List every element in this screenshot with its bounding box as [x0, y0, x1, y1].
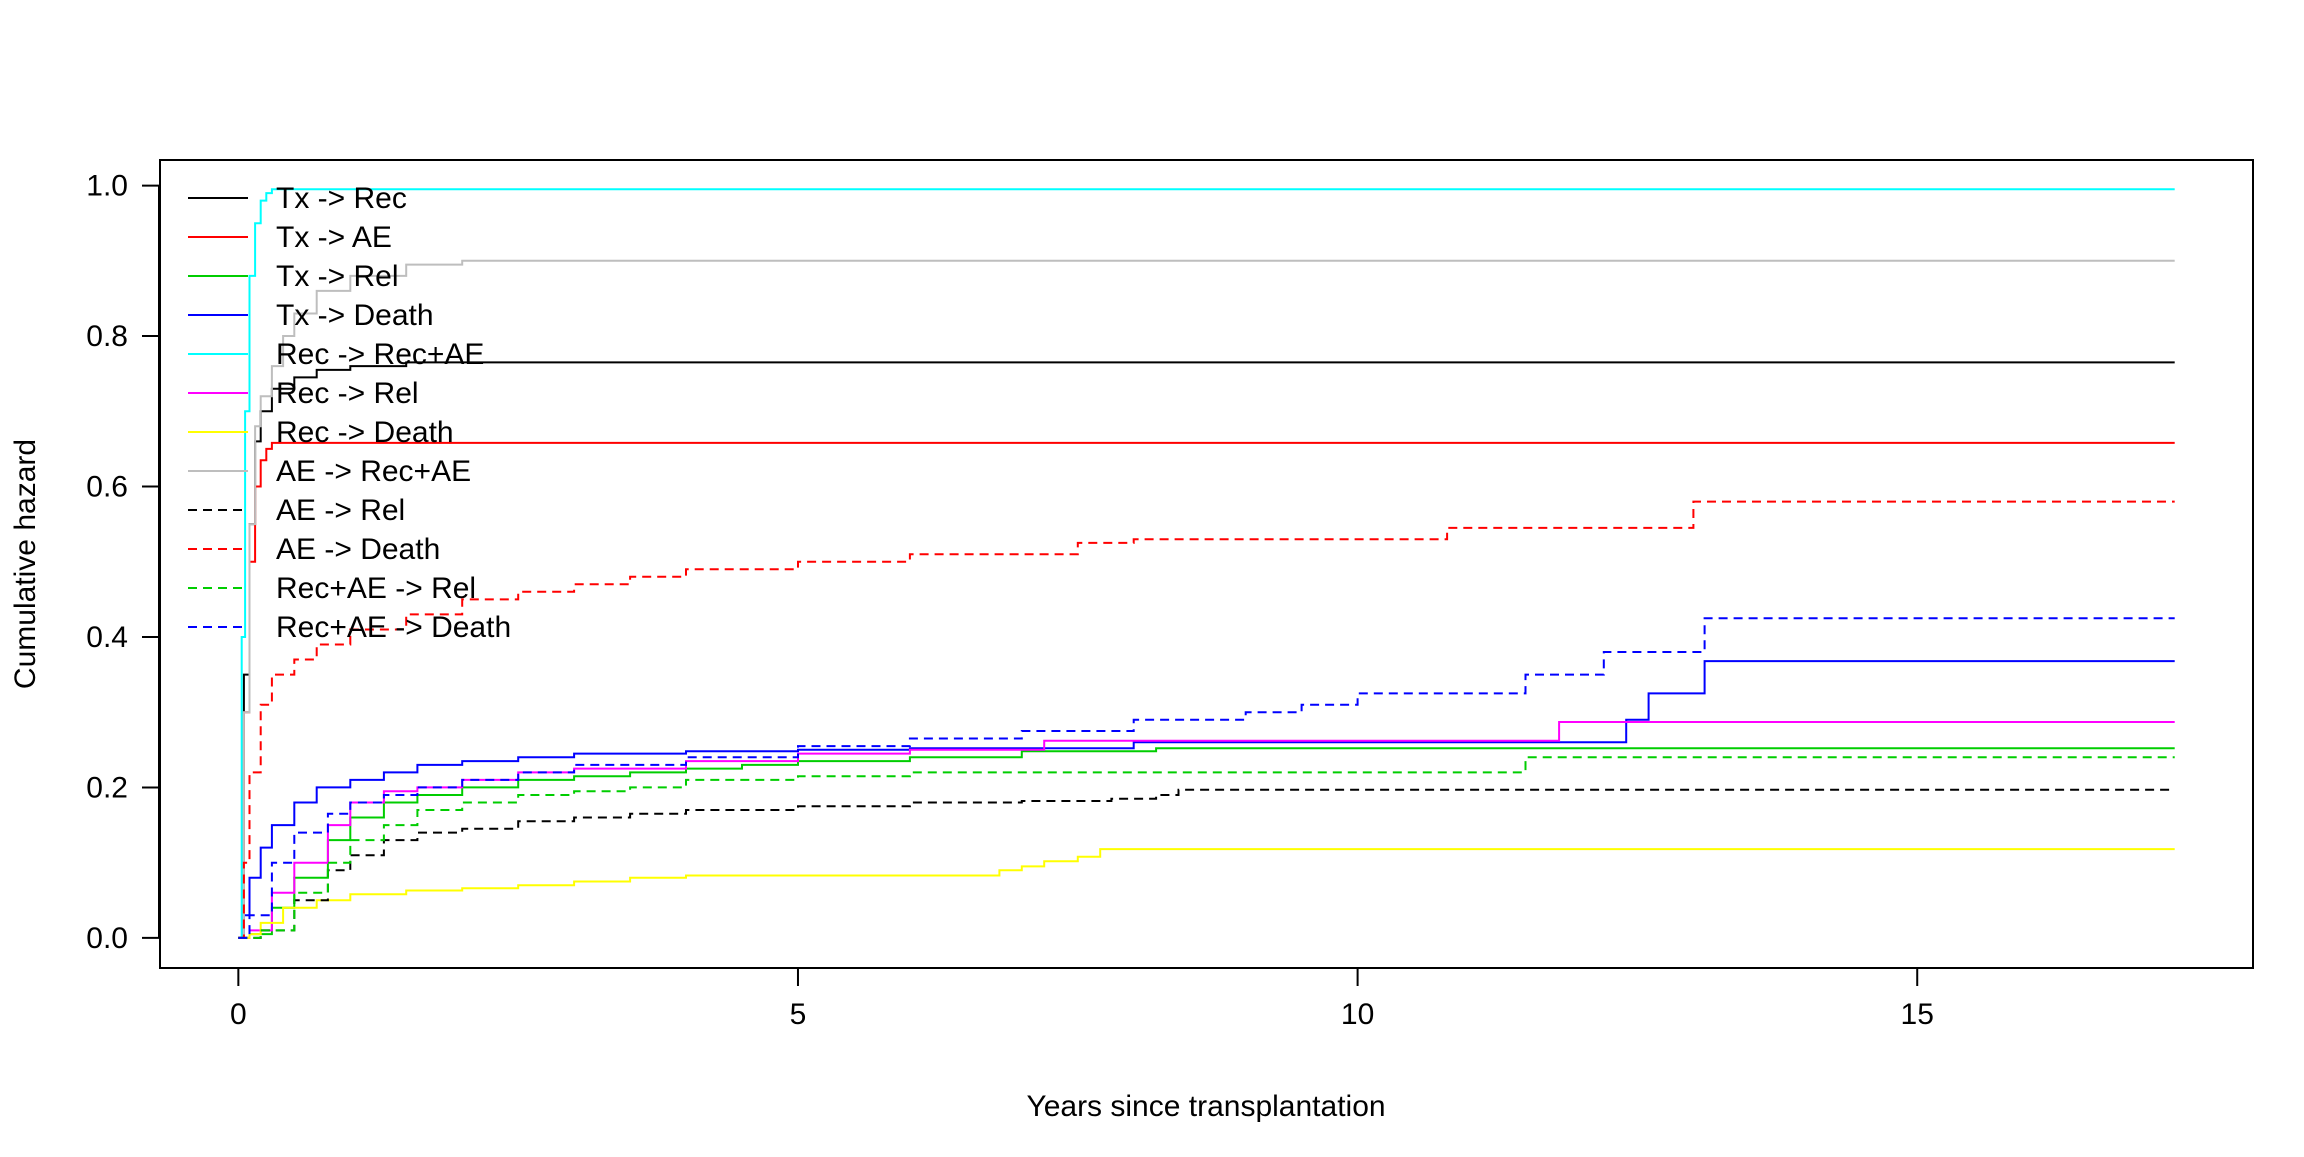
y-tick-label: 0.2	[86, 771, 128, 804]
series-layer	[238, 188, 2175, 939]
x-tick-label: 5	[790, 998, 807, 1031]
series-line-11	[238, 617, 2175, 939]
y-axis: 0.0 0.2 0.4 0.6 0.8 1.0	[86, 170, 160, 955]
legend-label: Rec+AE -> Rel	[276, 572, 476, 605]
series-line-5	[238, 721, 2175, 939]
legend-label: Tx -> Rel	[276, 260, 399, 293]
series-line-6	[238, 848, 2175, 939]
series-line-8	[238, 788, 2175, 939]
series-line-10	[238, 756, 2175, 939]
legend-label: AE -> Death	[276, 533, 440, 566]
series-line-3	[238, 660, 2175, 939]
series-line-1	[238, 441, 2175, 939]
series-line-2	[238, 747, 2175, 939]
series-line-0	[238, 361, 2175, 939]
legend-label: Rec -> Death	[276, 416, 454, 449]
y-tick-label: 1.0	[86, 170, 128, 203]
x-tick-label: 15	[1901, 998, 1934, 1031]
legend-label: Tx -> Death	[276, 299, 434, 332]
series-line-7	[238, 259, 2175, 939]
series-line-9	[238, 500, 2175, 939]
series-line-4	[238, 188, 2175, 939]
legend-label: Rec -> Rel	[276, 377, 419, 410]
plot-frame	[159, 159, 2254, 969]
legend-label: AE -> Rec+AE	[276, 455, 471, 488]
y-tick-label: 0.0	[86, 922, 128, 955]
x-axis: 0 5 10 15	[230, 967, 1934, 1031]
legend: Tx -> Rec Tx -> AE Tx -> Rel Tx -> Death Rec…	[188, 182, 511, 644]
legend-label: Tx -> Rec	[276, 182, 407, 215]
legend-label: Tx -> AE	[276, 221, 392, 254]
legend-label: AE -> Rel	[276, 494, 405, 527]
legend-label: Rec+AE -> Death	[276, 611, 511, 644]
y-tick-label: 0.6	[86, 471, 128, 504]
y-tick-label: 0.4	[86, 621, 128, 654]
x-axis-label: Years since transplantation	[1026, 1090, 1385, 1123]
y-tick-label: 0.8	[86, 320, 128, 353]
x-tick-label: 0	[230, 998, 247, 1031]
y-axis-label: Cumulative hazard	[9, 439, 42, 689]
legend-label: Rec -> Rec+AE	[276, 338, 484, 371]
x-tick-label: 10	[1341, 998, 1374, 1031]
